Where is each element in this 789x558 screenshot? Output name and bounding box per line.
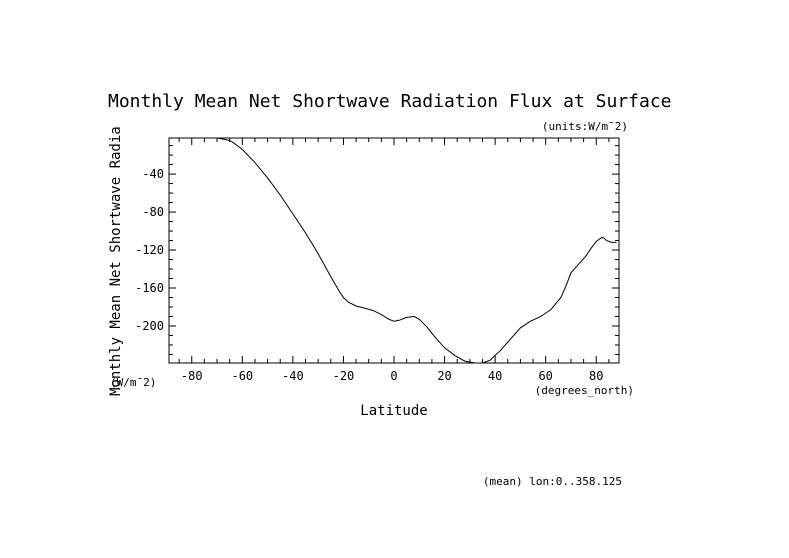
x-tick-label: 40 [488, 369, 502, 383]
x-tick-label: -80 [181, 369, 203, 383]
units-note: (units:W/m¯2) [542, 120, 628, 133]
y-tick-label: -120 [135, 243, 164, 257]
y-axis-label: Monthly Mean Net Shortwave Radia [108, 126, 124, 396]
x-axis-label: Latitude [360, 403, 427, 419]
x-tick-label: 20 [437, 369, 451, 383]
x-axis-units: (degrees_north) [535, 384, 634, 397]
y-tick-label: -80 [142, 205, 164, 219]
x-tick-label: -40 [282, 369, 304, 383]
x-tick-label: 60 [538, 369, 552, 383]
chart-title: Monthly Mean Net Shortwave Radiation Flu… [108, 91, 672, 112]
y-axis-ticks: -40 -80 -120 -160 -200 [135, 145, 619, 355]
plot-frame [168, 137, 620, 364]
x-tick-label: 80 [589, 369, 603, 383]
footnote: (mean) lon:0..358.125 [483, 475, 622, 488]
y-tick-label: -40 [142, 167, 164, 181]
x-tick-label: 0 [390, 369, 397, 383]
y-tick-label: -200 [135, 319, 164, 333]
x-axis-ticks: -80 -60 -40 -20 0 20 40 60 80 [178, 138, 610, 383]
y-axis-units: (W/m¯2) [110, 376, 156, 389]
series-line [204, 137, 617, 364]
y-tick-label: -160 [135, 281, 164, 295]
x-tick-label: -60 [231, 369, 253, 383]
x-tick-label: -20 [333, 369, 355, 383]
